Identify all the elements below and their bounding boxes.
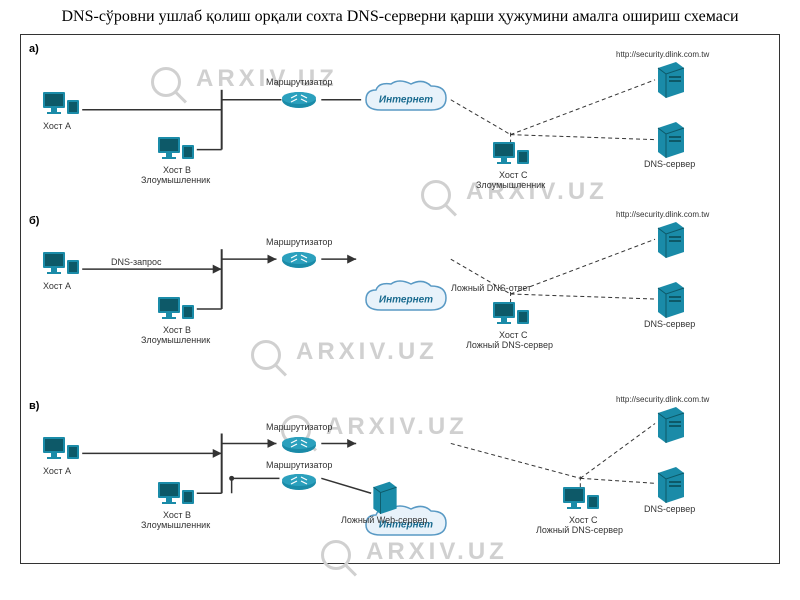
- router-icon-c2: [281, 473, 317, 491]
- host-c-computer-c: [561, 485, 601, 515]
- dns-request-label: DNS-запрос: [111, 257, 162, 267]
- router-label: Маршрутизатор: [266, 77, 332, 87]
- host-b-label-b: Хост В: [163, 325, 191, 335]
- diagram-frame: ARXIV.UZ ARXIV.UZ ARXIV.UZ ARXIV.UZ ARXI…: [20, 34, 780, 564]
- host-a-label-c: Хост А: [43, 466, 71, 476]
- watermark-icon: [151, 67, 181, 97]
- fake-web-server-label: Ложный Web-сервер: [341, 515, 427, 525]
- internet-cloud: Интернет: [361, 80, 451, 120]
- dns-server-label-b: DNS-сервер: [644, 319, 695, 329]
- section-b-label: б): [29, 215, 39, 227]
- attacker-label-c2: Злоумышленник: [141, 520, 210, 530]
- router-label-c2: Маршрутизатор: [266, 460, 332, 470]
- attacker-label: Злоумышленник: [141, 175, 210, 185]
- host-b-label: Хост В: [163, 165, 191, 175]
- url-label-c: http://security.dlink.com.tw: [616, 395, 709, 404]
- host-a-computer: [41, 90, 81, 120]
- attacker-label-b: Злоумышленник: [141, 335, 210, 345]
- fake-dns-server-label-c: Ложный DNS-сервер: [536, 525, 623, 535]
- fake-dns-reply-label: Ложный DNS-ответ: [451, 283, 531, 293]
- host-b-computer: [156, 135, 196, 165]
- web-server-icon-b: [656, 220, 686, 258]
- dns-server-icon-c: [656, 465, 686, 503]
- dns-server-label: DNS-сервер: [644, 159, 695, 169]
- host-a-computer-b: [41, 250, 81, 280]
- host-c-label-c: Хост С: [569, 515, 598, 525]
- watermark-icon: [421, 180, 451, 210]
- dns-server-icon: [656, 120, 686, 158]
- attacker-label-c: Злоумышленник: [476, 180, 545, 190]
- host-b-label-c: Хост В: [163, 510, 191, 520]
- page-title: DNS-сўровни ушлаб қолиш орқали сохта DNS…: [0, 0, 800, 34]
- dns-server-icon-b: [656, 280, 686, 318]
- internet-label-b: Интернет: [379, 295, 433, 306]
- watermark-icon: [321, 540, 351, 570]
- fake-dns-server-label-b: Ложный DNS-сервер: [466, 340, 553, 350]
- host-a-label: Хост А: [43, 121, 71, 131]
- web-server-icon-c: [656, 405, 686, 443]
- host-b-computer-b: [156, 295, 196, 325]
- router-label-c1: Маршрутизатор: [266, 422, 332, 432]
- watermark-icon: [251, 340, 281, 370]
- watermark-text: ARXIV.UZ: [296, 338, 438, 366]
- host-a-label-b: Хост А: [43, 281, 71, 291]
- router-icon-c1: [281, 436, 317, 454]
- watermark-text: ARXIV.UZ: [326, 413, 468, 441]
- section-a-label: а): [29, 43, 39, 55]
- router-icon-b: [281, 251, 317, 269]
- section-c-label: в): [29, 400, 39, 412]
- internet-label: Интернет: [379, 95, 433, 106]
- router-label-b: Маршрутизатор: [266, 237, 332, 247]
- host-c-computer-b: [491, 300, 531, 330]
- fake-web-server-icon: [371, 480, 399, 514]
- host-a-computer-c: [41, 435, 81, 465]
- web-server-icon: [656, 60, 686, 98]
- host-c-label: Хост С: [499, 170, 528, 180]
- internet-cloud-b: Интернет: [361, 280, 451, 320]
- url-label-b: http://security.dlink.com.tw: [616, 210, 709, 219]
- host-c-label-b: Хост С: [499, 330, 528, 340]
- router-icon: [281, 91, 317, 109]
- host-b-computer-c: [156, 480, 196, 510]
- host-c-computer: [491, 140, 531, 170]
- url-label: http://security.dlink.com.tw: [616, 50, 709, 59]
- dns-server-label-c: DNS-сервер: [644, 504, 695, 514]
